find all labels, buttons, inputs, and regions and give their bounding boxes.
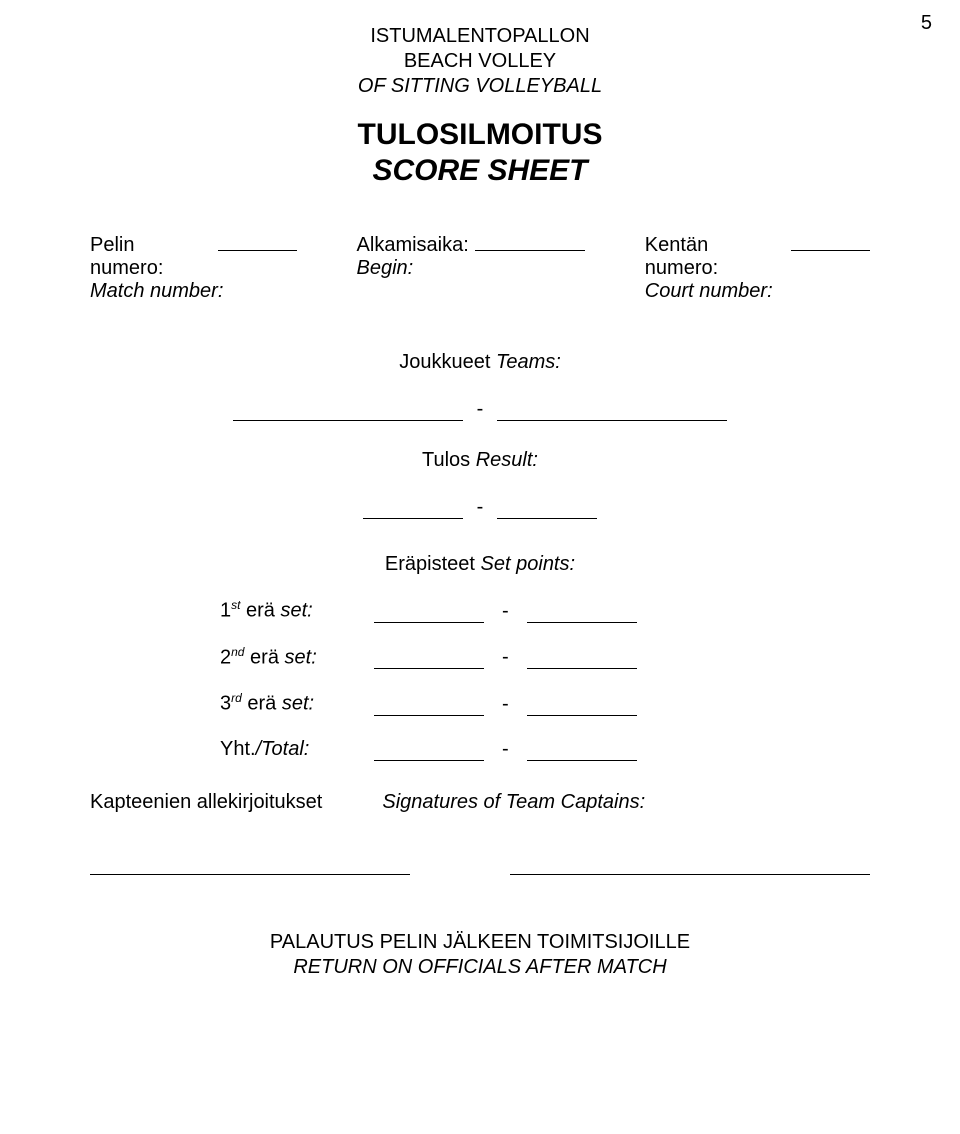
total-dash: -: [498, 738, 513, 761]
col-match: Pelin numero: Match number:: [90, 229, 297, 303]
set-row-1: 1st erä set: -: [220, 598, 740, 623]
set-3-sup: rd: [231, 691, 242, 705]
set-block: 1st erä set: - 2nd erä set: - 3rd erä se…: [220, 598, 740, 761]
blank-result-a[interactable]: [363, 497, 463, 519]
set-1-label: 1st erä set:: [220, 598, 360, 623]
setpoints-label: Eräpisteet Set points:: [90, 553, 870, 576]
teams-row: -: [90, 398, 870, 421]
set-3-era: erä: [242, 693, 276, 715]
set-1-num: 1: [220, 600, 231, 622]
blank-set2-a[interactable]: [374, 647, 484, 669]
info-row: Pelin numero: Match number: Alkamisaika:…: [90, 229, 870, 303]
set-2-label: 2nd erä set:: [220, 645, 360, 670]
total-fi: Yht.: [220, 738, 256, 760]
set-2-sup: nd: [231, 645, 244, 659]
teams-label-fi: Joukkueet: [399, 351, 490, 373]
blank-set1-a[interactable]: [374, 601, 484, 623]
blank-kentan-numero[interactable]: [791, 229, 870, 251]
set1-dash: -: [498, 600, 513, 623]
header-line-3: OF SITTING VOLLEYBALL: [90, 74, 870, 99]
set-2-era: erä: [244, 646, 278, 668]
header-line-1: ISTUMALENTOPALLON: [90, 24, 870, 49]
result-label-fi: Tulos: [422, 449, 470, 471]
label-begin: Begin:: [357, 257, 585, 280]
result-row: -: [90, 496, 870, 519]
teams-label: Joukkueet Teams:: [90, 351, 870, 374]
label-match-number: Match number:: [90, 280, 297, 303]
set-3-set: set:: [282, 693, 314, 715]
set3-dash: -: [498, 693, 513, 716]
set2-dash: -: [498, 646, 513, 669]
result-label-en: Result:: [476, 449, 538, 471]
set-total-label: Yht./Total:: [220, 738, 360, 761]
signatures-label-en: Signatures of Team Captains:: [382, 791, 645, 814]
blank-signature-a[interactable]: [90, 874, 410, 875]
set-2-set: set:: [285, 646, 317, 668]
blank-set3-a[interactable]: [374, 694, 484, 716]
set-1-era: erä: [240, 600, 274, 622]
document-title: TULOSILMOITUS SCORE SHEET: [90, 117, 870, 189]
header-line-2: BEACH VOLLEY: [90, 49, 870, 74]
blank-set1-b[interactable]: [527, 601, 637, 623]
page-number: 5: [921, 12, 932, 35]
col-begin: Alkamisaika: Begin:: [357, 229, 585, 303]
signatures-label: Kapteenien allekirjoitukset Signatures o…: [90, 791, 870, 814]
set-3-num: 3: [220, 693, 231, 715]
teams-label-en: Teams:: [496, 351, 561, 373]
blank-result-b[interactable]: [497, 497, 597, 519]
set-1-set: set:: [281, 600, 313, 622]
set-row-2: 2nd erä set: -: [220, 645, 740, 670]
document-header: ISTUMALENTOPALLON BEACH VOLLEY OF SITTIN…: [90, 24, 870, 99]
blank-set3-b[interactable]: [527, 694, 637, 716]
col-court: Kentän numero: Court number:: [645, 229, 870, 303]
title-line-1: TULOSILMOITUS: [90, 117, 870, 153]
blank-signature-b[interactable]: [510, 874, 870, 875]
set-row-total: Yht./Total: -: [220, 738, 740, 761]
set-2-num: 2: [220, 646, 231, 668]
footer-line-2: RETURN ON OFFICIALS AFTER MATCH: [90, 955, 870, 980]
footer-line-1: PALAUTUS PELIN JÄLKEEN TOIMITSIJOILLE: [90, 930, 870, 955]
result-dash: -: [473, 496, 488, 519]
setpoints-label-fi: Eräpisteet: [385, 553, 475, 575]
signature-lines: [90, 874, 870, 875]
setpoints-label-en: Set points:: [481, 553, 576, 575]
teams-dash: -: [473, 398, 488, 421]
page: 5 ISTUMALENTOPALLON BEACH VOLLEY OF SITT…: [0, 0, 960, 1134]
blank-team-b[interactable]: [497, 399, 727, 421]
label-pelin-numero: Pelin numero:: [90, 234, 212, 280]
blank-total-b[interactable]: [527, 739, 637, 761]
blank-pelin-numero[interactable]: [218, 229, 297, 251]
set-3-label: 3rd erä set:: [220, 691, 360, 716]
label-court-number: Court number:: [645, 280, 870, 303]
blank-team-a[interactable]: [233, 399, 463, 421]
total-en: /Total:: [256, 738, 310, 760]
set-row-3: 3rd erä set: -: [220, 691, 740, 716]
footer: PALAUTUS PELIN JÄLKEEN TOIMITSIJOILLE RE…: [90, 930, 870, 980]
blank-total-a[interactable]: [374, 739, 484, 761]
signatures-label-fi: Kapteenien allekirjoitukset: [90, 791, 322, 814]
label-kentan-numero: Kentän numero:: [645, 234, 785, 280]
blank-set2-b[interactable]: [527, 647, 637, 669]
title-line-2: SCORE SHEET: [90, 153, 870, 189]
blank-alkamisaika[interactable]: [475, 229, 585, 251]
label-alkamisaika: Alkamisaika:: [357, 234, 469, 257]
result-label: Tulos Result:: [90, 449, 870, 472]
